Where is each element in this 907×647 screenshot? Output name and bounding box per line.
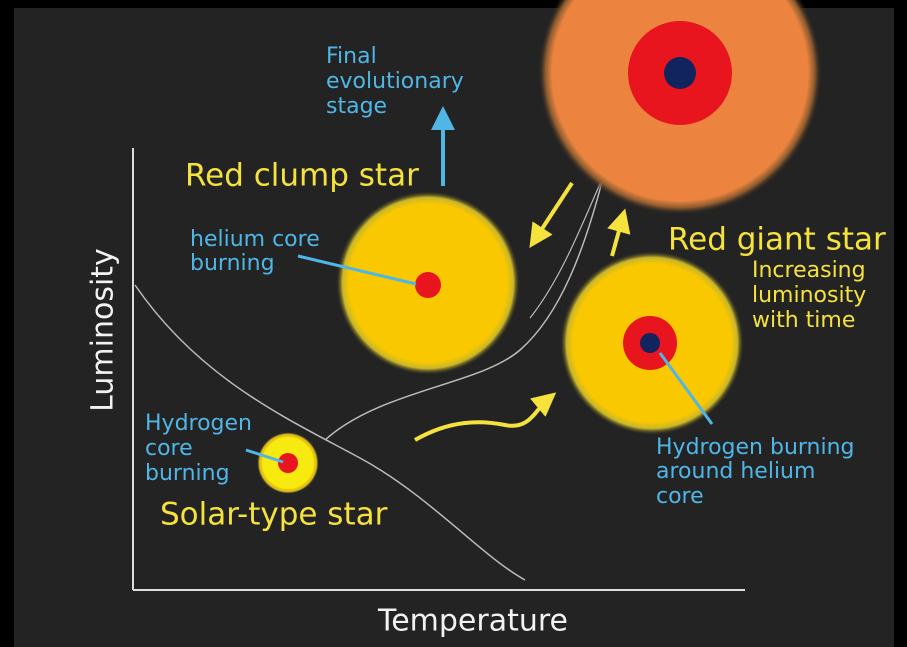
label: burning (145, 461, 230, 486)
arrow (414, 392, 557, 442)
label: burning (190, 251, 275, 276)
main-sequence (134, 284, 526, 581)
y-axis-label: Luminosity (86, 248, 121, 412)
label: Hydrogen burning (656, 435, 855, 460)
label: stage (326, 94, 387, 119)
x-axis-label: Temperature (377, 604, 568, 639)
label: with time (752, 308, 855, 333)
label: Hydrogen (145, 411, 252, 436)
label: Increasing (752, 258, 866, 283)
label: evolutionary (326, 69, 464, 94)
star-core (640, 333, 660, 353)
label: helium core (190, 227, 320, 252)
arrow (607, 208, 631, 257)
pointer (245, 448, 284, 464)
label: around helium (656, 459, 815, 484)
pointer (658, 352, 714, 425)
star-name: Red giant star (668, 222, 886, 258)
star-core (415, 272, 441, 298)
label: Final (326, 44, 377, 69)
giant-branch (324, 169, 606, 441)
star-core (278, 453, 298, 473)
arrow (529, 181, 574, 249)
label: luminosity (752, 283, 866, 308)
star-core (664, 57, 696, 89)
star-name: Solar-type star (160, 497, 388, 533)
label: core (656, 484, 704, 509)
star-name: Red clump star (185, 158, 419, 194)
label: core (145, 436, 193, 461)
giant-branch (529, 171, 606, 319)
pointer (297, 254, 417, 286)
